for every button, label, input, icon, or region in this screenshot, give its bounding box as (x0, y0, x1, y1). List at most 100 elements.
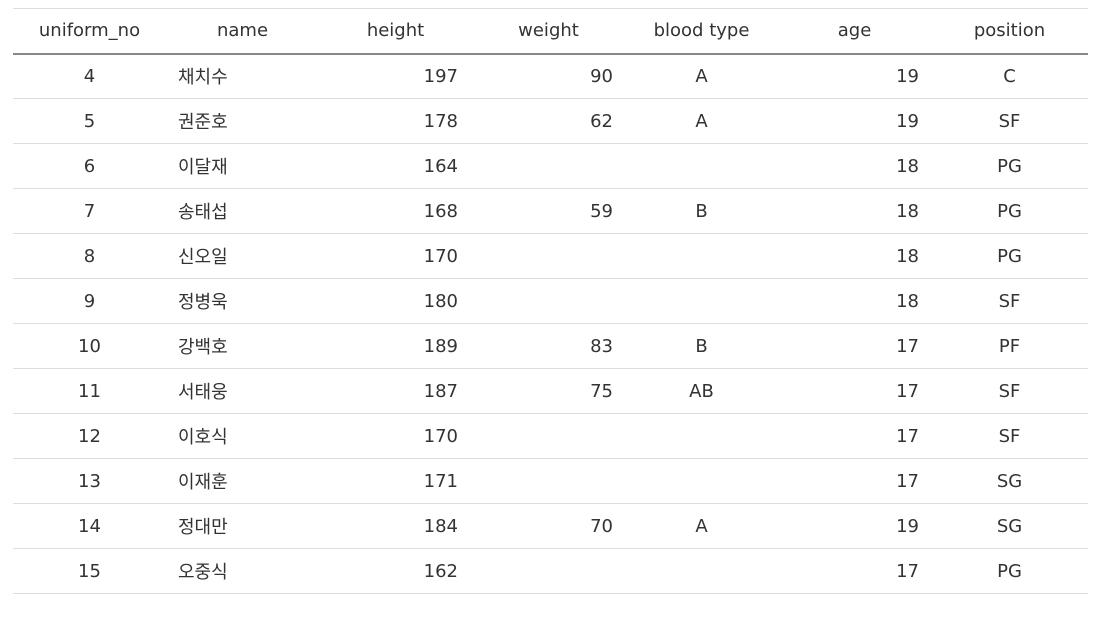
cell-uniform-no: 13 (13, 458, 166, 504)
cell-uniform-no: 6 (13, 143, 166, 189)
table-row: 13 이재훈 171 17 SG (13, 458, 1088, 504)
cell-name: 신오일 (166, 233, 319, 279)
cell-position: SG (931, 503, 1088, 549)
cell-weight: 62 (472, 98, 625, 144)
table-row: 10 강백호 189 83 B 17 PF (13, 323, 1088, 369)
cell-position: SG (931, 458, 1088, 504)
table-row: 7 송태섭 168 59 B 18 PG (13, 188, 1088, 234)
cell-position: PG (931, 548, 1088, 594)
cell-blood-type (625, 278, 778, 324)
cell-height: 178 (319, 98, 472, 144)
cell-name: 오중식 (166, 548, 319, 594)
cell-blood-type (625, 548, 778, 594)
cell-weight (472, 233, 625, 279)
cell-position: PF (931, 323, 1088, 369)
cell-age: 19 (778, 98, 931, 144)
cell-height: 170 (319, 233, 472, 279)
cell-weight (472, 458, 625, 504)
cell-uniform-no: 11 (13, 368, 166, 414)
cell-height: 162 (319, 548, 472, 594)
cell-height: 164 (319, 143, 472, 189)
cell-uniform-no: 15 (13, 548, 166, 594)
column-header-uniform-no: uniform_no (13, 8, 166, 55)
cell-position: PG (931, 188, 1088, 234)
cell-blood-type: B (625, 323, 778, 369)
cell-weight: 83 (472, 323, 625, 369)
cell-name: 이호식 (166, 413, 319, 459)
table-row: 9 정병욱 180 18 SF (13, 278, 1088, 324)
table-row: 15 오중식 162 17 PG (13, 548, 1088, 594)
cell-uniform-no: 14 (13, 503, 166, 549)
cell-name: 강백호 (166, 323, 319, 369)
cell-blood-type: A (625, 503, 778, 549)
column-header-name: name (166, 8, 319, 55)
cell-position: SF (931, 413, 1088, 459)
cell-age: 17 (778, 458, 931, 504)
cell-height: 170 (319, 413, 472, 459)
cell-weight (472, 278, 625, 324)
cell-age: 17 (778, 548, 931, 594)
header-row: uniform_no name height weight blood type… (13, 8, 1088, 55)
cell-weight (472, 143, 625, 189)
cell-height: 184 (319, 503, 472, 549)
cell-position: SF (931, 98, 1088, 144)
table-row: 12 이호식 170 17 SF (13, 413, 1088, 459)
column-header-height: height (319, 8, 472, 55)
table-body: 4 채치수 197 90 A 19 C 5 권준호 178 62 A 19 SF 6 이달재 164 18 PG 7 송… (13, 53, 1088, 594)
cell-blood-type: AB (625, 368, 778, 414)
cell-age: 17 (778, 323, 931, 369)
cell-position: SF (931, 368, 1088, 414)
cell-blood-type: A (625, 98, 778, 144)
cell-uniform-no: 8 (13, 233, 166, 279)
cell-uniform-no: 9 (13, 278, 166, 324)
cell-weight (472, 413, 625, 459)
table-row: 4 채치수 197 90 A 19 C (13, 53, 1088, 99)
cell-blood-type (625, 458, 778, 504)
cell-age: 18 (778, 143, 931, 189)
cell-age: 17 (778, 368, 931, 414)
column-header-weight: weight (472, 8, 625, 55)
cell-position: SF (931, 278, 1088, 324)
cell-position: PG (931, 233, 1088, 279)
cell-name: 송태섭 (166, 188, 319, 234)
table-row: 8 신오일 170 18 PG (13, 233, 1088, 279)
cell-name: 이재훈 (166, 458, 319, 504)
cell-weight (472, 548, 625, 594)
cell-name: 서태웅 (166, 368, 319, 414)
cell-weight: 70 (472, 503, 625, 549)
cell-uniform-no: 10 (13, 323, 166, 369)
cell-uniform-no: 5 (13, 98, 166, 144)
cell-height: 168 (319, 188, 472, 234)
cell-name: 이달재 (166, 143, 319, 189)
cell-weight: 59 (472, 188, 625, 234)
table-row: 6 이달재 164 18 PG (13, 143, 1088, 189)
cell-age: 18 (778, 188, 931, 234)
cell-uniform-no: 4 (13, 53, 166, 99)
data-table-container: uniform_no name height weight blood type… (13, 8, 1088, 594)
cell-name: 채치수 (166, 53, 319, 99)
cell-name: 정병욱 (166, 278, 319, 324)
cell-uniform-no: 7 (13, 188, 166, 234)
cell-name: 정대만 (166, 503, 319, 549)
cell-age: 19 (778, 53, 931, 99)
players-table: uniform_no name height weight blood type… (13, 8, 1088, 594)
table-row: 5 권준호 178 62 A 19 SF (13, 98, 1088, 144)
cell-uniform-no: 12 (13, 413, 166, 459)
table-row: 11 서태웅 187 75 AB 17 SF (13, 368, 1088, 414)
cell-position: C (931, 53, 1088, 99)
cell-blood-type: A (625, 53, 778, 99)
cell-height: 189 (319, 323, 472, 369)
cell-position: PG (931, 143, 1088, 189)
cell-blood-type: B (625, 188, 778, 234)
cell-height: 180 (319, 278, 472, 324)
cell-blood-type (625, 143, 778, 189)
column-header-age: age (778, 8, 931, 55)
cell-name: 권준호 (166, 98, 319, 144)
cell-height: 187 (319, 368, 472, 414)
column-header-position: position (931, 8, 1088, 55)
cell-blood-type (625, 413, 778, 459)
cell-age: 17 (778, 413, 931, 459)
cell-height: 171 (319, 458, 472, 504)
cell-blood-type (625, 233, 778, 279)
cell-weight: 75 (472, 368, 625, 414)
